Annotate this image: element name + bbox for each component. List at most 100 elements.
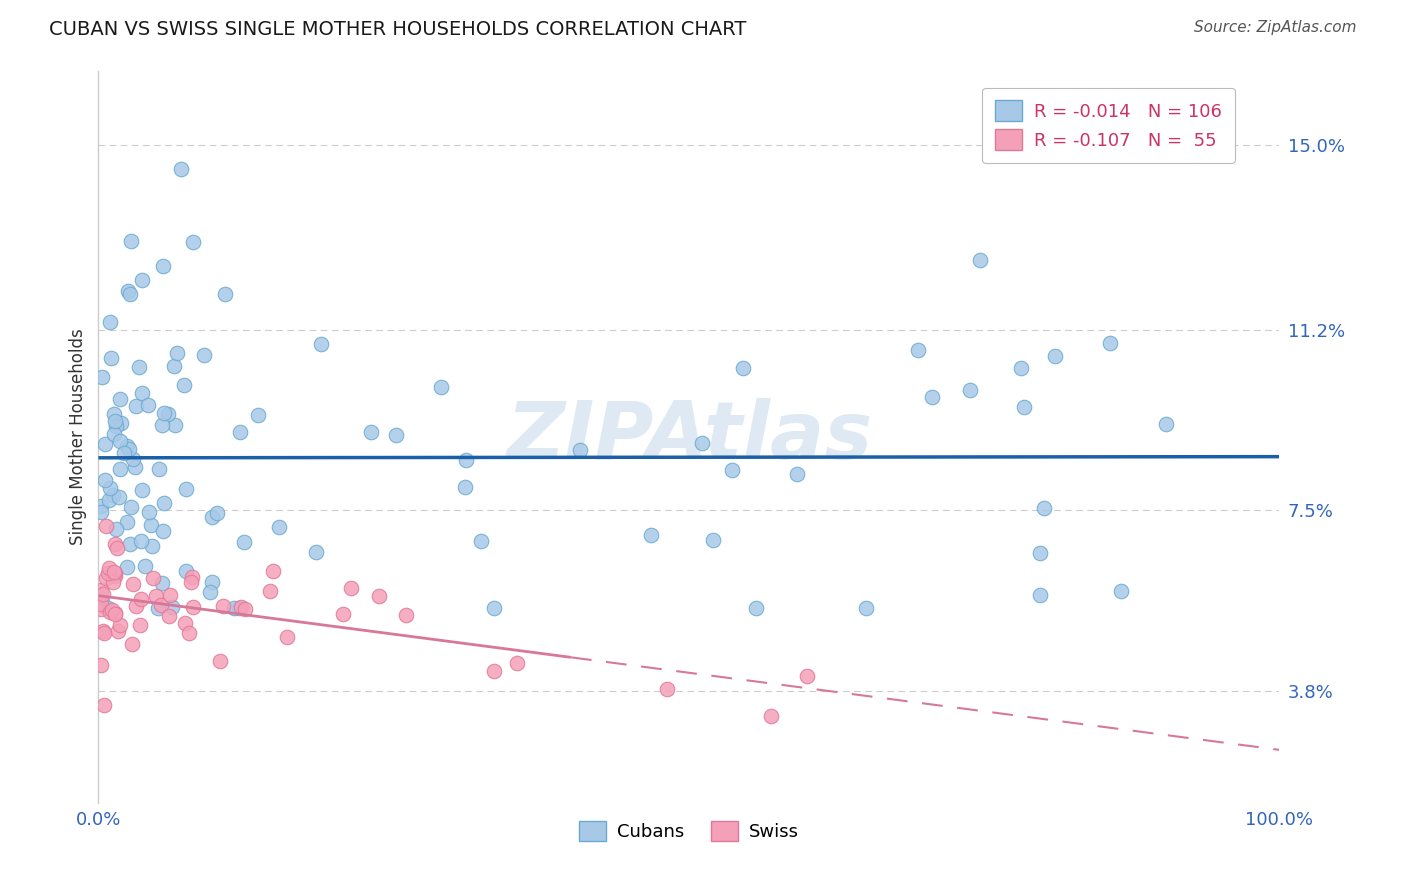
Point <box>90 597 112 611</box>
Point <box>262 564 284 578</box>
Point <box>796 669 818 683</box>
Point <box>97 566 120 580</box>
Point <box>94 474 117 488</box>
Point <box>107 624 129 639</box>
Point <box>157 608 180 623</box>
Point <box>921 390 943 404</box>
Point <box>115 515 138 529</box>
Point <box>759 708 782 723</box>
Point <box>200 584 222 599</box>
Point <box>786 467 808 482</box>
Point <box>179 625 201 640</box>
Point <box>110 392 132 407</box>
Point <box>121 637 143 651</box>
Point <box>731 360 754 375</box>
Point <box>129 592 152 607</box>
Point <box>181 235 204 249</box>
Point <box>430 380 453 394</box>
Point <box>720 463 742 477</box>
Point <box>690 435 713 450</box>
Point <box>120 500 142 515</box>
Point <box>104 607 127 621</box>
Point <box>959 383 981 397</box>
Point <box>104 414 127 428</box>
Point <box>1012 400 1035 414</box>
Point <box>94 519 117 533</box>
Point <box>105 541 128 555</box>
Point <box>1156 417 1178 431</box>
Point <box>103 426 125 441</box>
Point <box>163 359 186 373</box>
Point <box>506 656 529 670</box>
Point <box>1010 361 1032 376</box>
Point <box>141 539 163 553</box>
Point <box>1029 588 1052 602</box>
Point <box>150 575 173 590</box>
Point <box>156 407 179 421</box>
Point <box>91 369 114 384</box>
Point <box>136 398 159 412</box>
Point <box>229 425 252 440</box>
Point <box>131 273 153 287</box>
Point <box>211 599 233 613</box>
Point <box>969 253 991 268</box>
Point <box>259 584 281 599</box>
Point <box>139 517 162 532</box>
Point <box>134 558 156 573</box>
Point <box>101 603 124 617</box>
Point <box>855 600 877 615</box>
Point <box>98 315 121 329</box>
Point <box>367 590 389 604</box>
Point <box>173 378 195 392</box>
Point <box>104 537 127 551</box>
Point <box>104 569 127 583</box>
Point <box>309 336 332 351</box>
Point <box>332 607 354 622</box>
Point <box>149 599 172 613</box>
Point <box>115 439 138 453</box>
Point <box>122 452 145 467</box>
Point <box>125 599 148 614</box>
Point <box>454 480 477 494</box>
Point <box>112 446 135 460</box>
Point <box>125 399 148 413</box>
Point <box>173 615 195 630</box>
Point <box>90 505 112 519</box>
Point <box>108 618 131 632</box>
Point <box>142 572 165 586</box>
Point <box>305 545 328 559</box>
Point <box>174 482 197 496</box>
Point <box>101 575 124 590</box>
Point <box>153 406 176 420</box>
Point <box>484 600 506 615</box>
Point <box>1032 501 1054 516</box>
Point <box>138 505 160 519</box>
Point <box>90 583 112 598</box>
Point <box>180 570 202 584</box>
Point <box>98 605 121 619</box>
Point <box>201 574 224 589</box>
Point <box>104 566 127 581</box>
Point <box>94 571 117 585</box>
Point <box>395 608 418 623</box>
Point <box>568 443 591 458</box>
Point <box>90 499 112 513</box>
Point <box>170 161 193 176</box>
Point <box>98 492 121 507</box>
Point <box>104 522 127 536</box>
Point <box>152 524 174 538</box>
Point <box>385 427 408 442</box>
Point <box>105 419 128 434</box>
Point <box>103 407 125 421</box>
Point <box>93 626 115 640</box>
Point <box>117 284 139 298</box>
Point <box>103 488 125 502</box>
Point <box>110 434 132 448</box>
Point <box>454 453 477 467</box>
Point <box>745 600 768 615</box>
Text: Source: ZipAtlas.com: Source: ZipAtlas.com <box>1194 20 1357 35</box>
Point <box>655 681 678 696</box>
Point <box>90 658 112 673</box>
Point <box>103 566 125 580</box>
Point <box>98 560 121 574</box>
